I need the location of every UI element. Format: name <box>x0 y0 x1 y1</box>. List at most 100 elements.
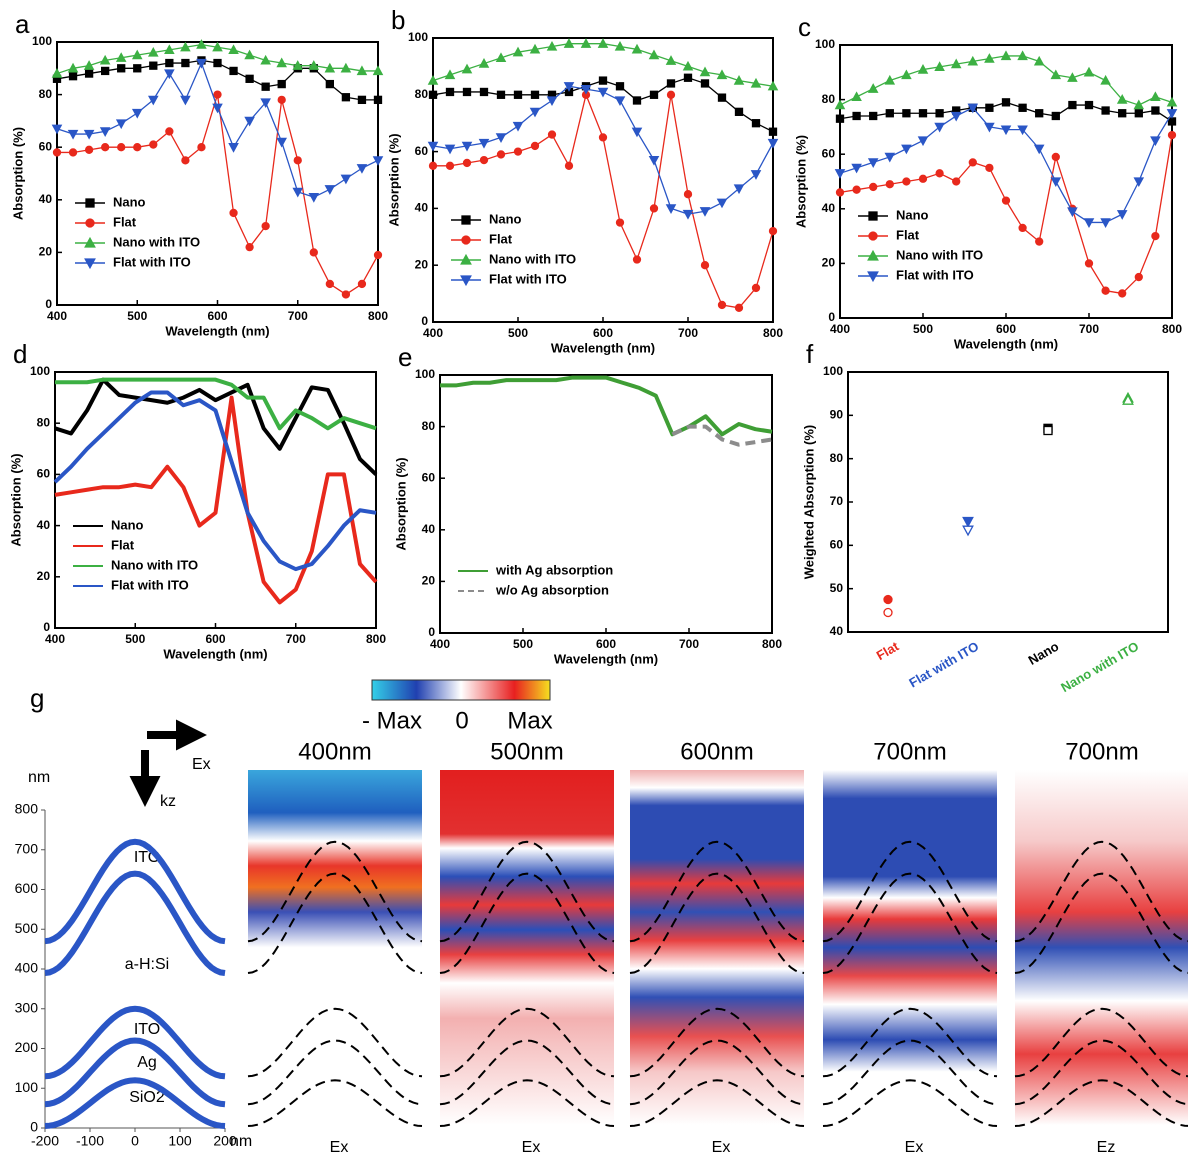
marker <box>1118 109 1127 118</box>
marker <box>165 58 174 68</box>
marker <box>496 90 506 99</box>
y-tick-label: 80 <box>822 92 836 106</box>
marker <box>1150 91 1161 102</box>
marker <box>934 122 945 133</box>
marker <box>479 155 489 165</box>
series-line <box>432 77 774 133</box>
marker <box>597 87 609 98</box>
y-tick-label: 100 <box>15 1079 39 1095</box>
dashed-interface <box>247 872 423 974</box>
marker <box>918 109 928 118</box>
marker <box>212 103 223 114</box>
marker <box>276 57 287 68</box>
x-unit: nm <box>230 1133 252 1150</box>
marker <box>885 109 894 118</box>
marker <box>648 49 660 60</box>
marker <box>1167 117 1177 126</box>
marker <box>292 60 304 70</box>
marker <box>445 161 455 170</box>
marker <box>325 79 335 89</box>
x-tick-label: 200 <box>213 1133 237 1149</box>
x-tick-label: Flat with ITO <box>906 639 981 691</box>
marker <box>834 99 846 110</box>
marker <box>428 161 438 170</box>
x-tick-label: -100 <box>76 1133 104 1149</box>
legend-label: Nano with ITO <box>489 251 576 266</box>
series-line <box>55 377 377 431</box>
legend-marker <box>461 215 471 225</box>
y-tick-label: 0 <box>43 620 50 634</box>
marker <box>682 60 694 71</box>
legend-label: Nano <box>113 194 146 209</box>
marker <box>1150 136 1161 147</box>
marker <box>341 290 351 299</box>
marker <box>513 147 523 156</box>
marker <box>324 185 336 195</box>
y-tick-label: 80 <box>39 87 53 101</box>
colorbar-mid: 0 <box>455 707 468 734</box>
marker <box>165 127 174 136</box>
dashed-interface <box>822 840 998 943</box>
layer-interface <box>44 1037 226 1108</box>
marker <box>115 52 127 62</box>
marker <box>1084 259 1094 268</box>
series-line <box>53 390 377 572</box>
marker <box>149 61 158 70</box>
marker <box>733 184 745 195</box>
dashed-interface <box>629 840 805 943</box>
layer-interface <box>44 838 226 945</box>
marker <box>148 95 159 106</box>
marker <box>682 209 694 220</box>
x-tick-label: 400 <box>45 632 65 646</box>
y-tick-label: 800 <box>15 801 39 817</box>
marker <box>952 177 961 186</box>
marker <box>164 44 175 55</box>
marker <box>495 133 507 143</box>
marker <box>563 38 575 48</box>
marker <box>67 62 79 73</box>
legend-label: Flat with ITO <box>489 271 567 286</box>
marker <box>101 143 110 152</box>
marker <box>631 43 643 54</box>
marker <box>462 87 472 97</box>
legend-label: Nano <box>489 211 522 226</box>
legend-label: Flat with ITO <box>111 577 189 592</box>
dashed-interface <box>439 840 615 943</box>
marker <box>598 76 608 85</box>
marker <box>851 91 862 102</box>
y-tick-label: 400 <box>15 960 39 976</box>
marker <box>1033 144 1045 155</box>
marker <box>340 174 352 185</box>
y-tick-label: 50 <box>830 581 844 595</box>
marker <box>917 64 929 74</box>
marker <box>851 163 862 174</box>
marker <box>512 46 524 57</box>
x-tick-label: 500 <box>913 322 933 336</box>
marker <box>67 129 79 140</box>
series-line <box>839 107 1173 224</box>
marker <box>852 111 861 121</box>
legend-label: Flat <box>113 214 137 229</box>
y-tick-label: 40 <box>422 522 436 536</box>
marker <box>901 144 912 155</box>
marker <box>51 124 63 135</box>
map-component: Ex <box>712 1139 731 1156</box>
dashed-interface <box>439 1007 615 1078</box>
marker <box>751 119 761 128</box>
y-tick-label: 40 <box>830 624 844 638</box>
marker <box>340 62 352 73</box>
legend-marker <box>867 249 879 261</box>
marker <box>563 82 575 92</box>
marker <box>1068 100 1077 110</box>
marker <box>164 69 175 80</box>
marker <box>1035 109 1044 118</box>
arrow-x <box>147 719 207 751</box>
x-tick-label: 600 <box>596 637 616 651</box>
marker <box>615 82 625 91</box>
panel-label: c <box>798 12 811 42</box>
x-tick-label: 600 <box>207 309 227 323</box>
legend-marker <box>84 236 96 248</box>
y-axis-label: Absorption (%) <box>8 453 23 546</box>
y-tick-label: 700 <box>15 840 39 856</box>
marker <box>767 80 779 91</box>
